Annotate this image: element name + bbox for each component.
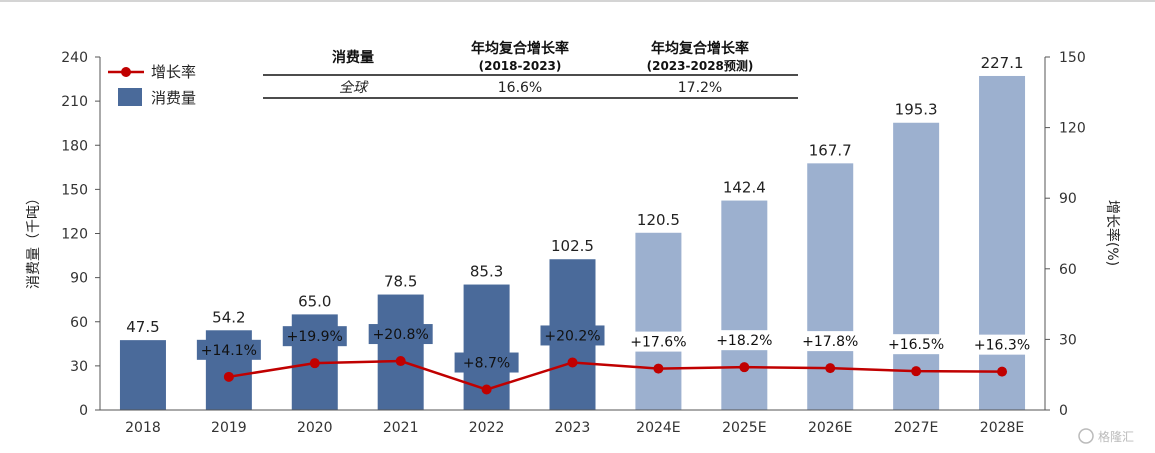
growth-label-box [454,352,519,373]
growth-line [228,359,1003,391]
bar-value-label: 102.5 [551,237,594,255]
legend-bar-swatch [118,88,142,106]
growth-line-series: +14.1% +19.9% +20.8% +8.7% +20.2% +17.6% +18.2… [196,324,1035,395]
growth-value-label: +20.2% [544,328,600,344]
table-cell-cagr-1: 16.6% [498,80,542,96]
table-header-volume: 消费量 [332,49,374,66]
growth-label-box [626,331,691,352]
bar-value-label: 65.0 [298,292,331,310]
y-axis-left-ticks: 0 30 60 90 120 150 180 210 240 [61,50,100,419]
table-header-cagr-1: 年均复合增长率 [471,40,569,57]
y-right-tick-label: 0 [1059,403,1068,419]
y-right-tick-label: 90 [1059,191,1077,207]
growth-point [481,384,492,395]
table-subheader-cagr-1: (2018-2023) [479,59,562,73]
y-left-tick-label: 150 [61,182,88,198]
growth-point [739,362,750,373]
bar [119,340,166,410]
bar-value-label: 85.3 [470,263,503,281]
bar-value-label: 227.1 [981,54,1024,72]
growth-value-label: +19.9% [287,329,343,345]
growth-label-box [970,334,1035,355]
bar [635,232,682,410]
bar [377,294,424,410]
legend-label-consumption: 消费量 [151,89,196,107]
growth-value-label: +16.3% [974,338,1030,354]
x-tick-label: 2025E [722,420,766,436]
x-tick-label: 2020 [297,420,333,436]
watermark-text: 格隆汇 [1098,429,1134,444]
growth-label-box [712,330,777,351]
growth-value-label: +16.5% [888,337,944,353]
growth-label-box [282,326,347,347]
growth-value-label: +17.6% [630,335,686,351]
y-left-tick-label: 90 [70,271,88,287]
growth-label-box [540,325,605,346]
y-right-tick-label: 150 [1059,50,1086,66]
bar [721,200,768,410]
growth-value-label: +14.1% [201,343,257,359]
growth-value-label: +18.2% [716,333,772,349]
bar-value-label: 78.5 [384,273,417,291]
y-left-tick-label: 210 [61,94,88,110]
y-left-tick-label: 0 [79,403,88,419]
growth-value-label: +17.8% [802,334,858,350]
table-subheader-cagr-2: (2023-2028预测) [647,58,754,73]
bar-value-label: 54.2 [212,308,245,326]
x-axis-ticks: 2018 2019 2020 2021 2022 2023 2024E 2025E 2026E 2… [125,420,1024,436]
growth-point [911,366,922,377]
x-tick-label: 2022 [469,420,505,436]
bar-value-label: 120.5 [637,211,680,229]
y-axis-right-ticks: 0 30 60 90 120 150 [1045,50,1086,419]
table-cell-cagr-2: 17.2% [678,80,722,96]
x-tick-label: 2024E [636,420,680,436]
growth-point [653,363,664,374]
watermark: 格隆汇 [1078,428,1134,444]
x-tick-label: 2019 [211,420,247,436]
x-tick-label: 2026E [808,420,852,436]
bar [893,122,940,410]
legend-line-marker [121,67,131,77]
growth-label-box [884,334,949,355]
y-left-tick-label: 60 [70,315,88,331]
legend-label-growth: 增长率 [151,63,196,81]
growth-point [309,358,320,369]
growth-label-box [196,339,261,360]
growth-point [825,363,836,374]
bar [979,75,1026,410]
y-left-tick-label: 30 [70,359,88,375]
table-header-cagr-2: 年均复合增长率 [651,40,749,57]
bar-value-label: 47.5 [126,318,159,336]
y-axis-left-title: 消费量（千吨） [26,191,42,289]
x-tick-label: 2023 [555,420,591,436]
growth-point [567,357,578,368]
growth-point [395,356,406,367]
y-right-tick-label: 60 [1059,262,1077,278]
bar-value-label: 167.7 [809,141,852,159]
bar-value-label: 142.4 [723,179,766,197]
growth-label-box [368,324,433,345]
growth-point [997,366,1008,377]
x-tick-label: 2021 [383,420,419,436]
y-left-tick-label: 240 [61,50,88,66]
x-tick-label: 2018 [125,420,161,436]
x-tick-label: 2028E [980,420,1024,436]
y-right-tick-label: 120 [1059,121,1086,137]
growth-label-box [798,331,863,352]
y-right-tick-label: 30 [1059,332,1077,348]
growth-value-label: +8.7% [463,356,510,372]
y-axis-right-title: 增长率(%) [1104,200,1121,266]
x-tick-label: 2027E [894,420,938,436]
legend: 增长率 消费量 [108,63,196,107]
watermark-logo-icon [1078,428,1094,444]
bar-value-label: 195.3 [895,101,938,119]
y-left-tick-label: 180 [61,138,88,154]
cagr-table: 消费量 年均复合增长率 (2018-2023) 年均复合增长率 (2023-20… [263,40,798,99]
growth-point [223,371,234,382]
y-left-tick-label: 120 [61,227,88,243]
table-cell-region: 全球 [339,80,369,96]
growth-value-label: +20.8% [373,327,429,343]
